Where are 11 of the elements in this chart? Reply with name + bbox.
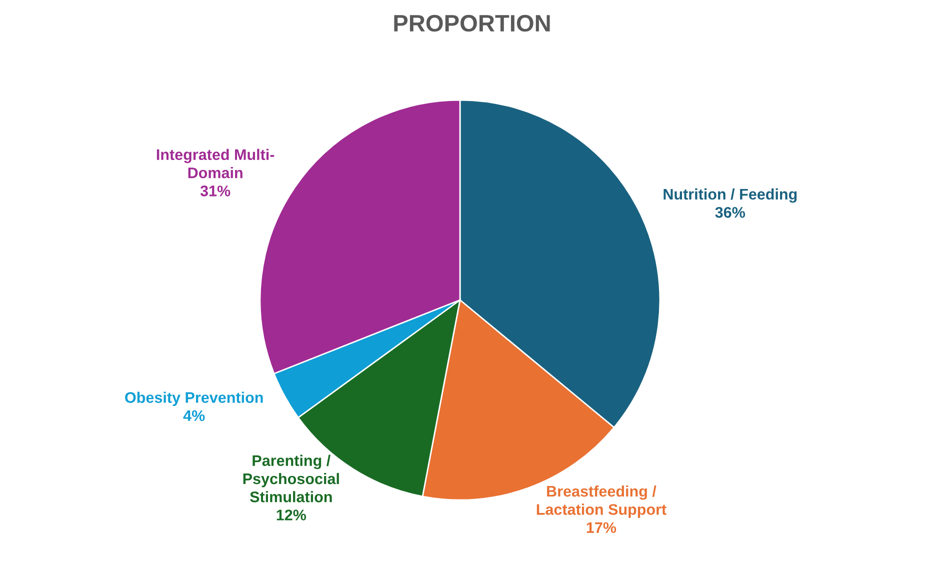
data-label: 31% — [200, 186, 230, 196]
slice-label: Nutrition / Feeding — [664, 188, 797, 203]
data-label: 17% — [586, 522, 616, 533]
slice-label: Integrated Multi- Domain — [156, 148, 274, 178]
data-label: 12% — [276, 510, 306, 520]
data-label: 36% — [715, 207, 746, 218]
slice-label: Parenting / Psychosocial Stimulation — [243, 454, 339, 502]
chart-title: PROPORTION — [394, 14, 550, 32]
data-label: 4% — [183, 410, 205, 422]
slice-label: Obesity Prevention — [125, 392, 263, 406]
slice-label: Breastfeeding / Lactation Support — [536, 485, 666, 518]
